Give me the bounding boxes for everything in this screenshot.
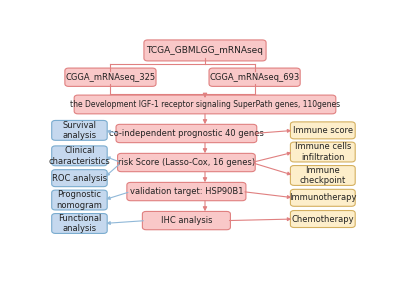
FancyBboxPatch shape xyxy=(290,122,355,139)
FancyBboxPatch shape xyxy=(290,211,355,228)
Text: Immunotherapy: Immunotherapy xyxy=(289,193,356,202)
Text: CGGA_mRNAseq_693: CGGA_mRNAseq_693 xyxy=(210,73,300,82)
Text: TCGA_GBMLGG_mRNAseq: TCGA_GBMLGG_mRNAseq xyxy=(146,46,264,55)
Text: ROC analysis: ROC analysis xyxy=(52,174,107,183)
Text: CGGA_mRNAseq_325: CGGA_mRNAseq_325 xyxy=(65,73,156,82)
Text: validation target: HSP90B1: validation target: HSP90B1 xyxy=(130,187,243,196)
FancyBboxPatch shape xyxy=(52,146,107,166)
FancyBboxPatch shape xyxy=(52,213,107,233)
Text: Immune
checkpoint: Immune checkpoint xyxy=(300,166,346,185)
FancyBboxPatch shape xyxy=(290,189,355,206)
Text: co-independent prognostic 40 genes: co-independent prognostic 40 genes xyxy=(109,129,264,138)
FancyBboxPatch shape xyxy=(74,95,336,114)
FancyBboxPatch shape xyxy=(52,120,107,140)
FancyBboxPatch shape xyxy=(290,142,355,162)
FancyBboxPatch shape xyxy=(116,124,257,143)
Text: Chemotherapy: Chemotherapy xyxy=(292,215,354,224)
Text: Clinical
characteristics: Clinical characteristics xyxy=(48,146,110,166)
Text: IHC analysis: IHC analysis xyxy=(161,216,212,225)
FancyBboxPatch shape xyxy=(65,68,156,86)
Text: Immune score: Immune score xyxy=(293,126,353,135)
Text: Immune cells
infiltration: Immune cells infiltration xyxy=(295,142,351,162)
FancyBboxPatch shape xyxy=(52,190,107,210)
FancyBboxPatch shape xyxy=(52,170,107,187)
FancyBboxPatch shape xyxy=(142,211,230,230)
Text: the Development IGF-1 receptor signaling SuperPath genes, 110genes: the Development IGF-1 receptor signaling… xyxy=(70,100,340,109)
Text: risk Score (Lasso-Cox, 16 genes): risk Score (Lasso-Cox, 16 genes) xyxy=(118,158,255,167)
FancyBboxPatch shape xyxy=(127,182,246,201)
FancyBboxPatch shape xyxy=(290,166,355,185)
FancyBboxPatch shape xyxy=(209,68,300,86)
FancyBboxPatch shape xyxy=(118,153,255,172)
Text: Prognostic
nomogram: Prognostic nomogram xyxy=(56,190,102,210)
Text: Survival
analysis: Survival analysis xyxy=(62,121,96,140)
Text: Functional
analysis: Functional analysis xyxy=(58,214,101,233)
FancyBboxPatch shape xyxy=(144,40,266,61)
